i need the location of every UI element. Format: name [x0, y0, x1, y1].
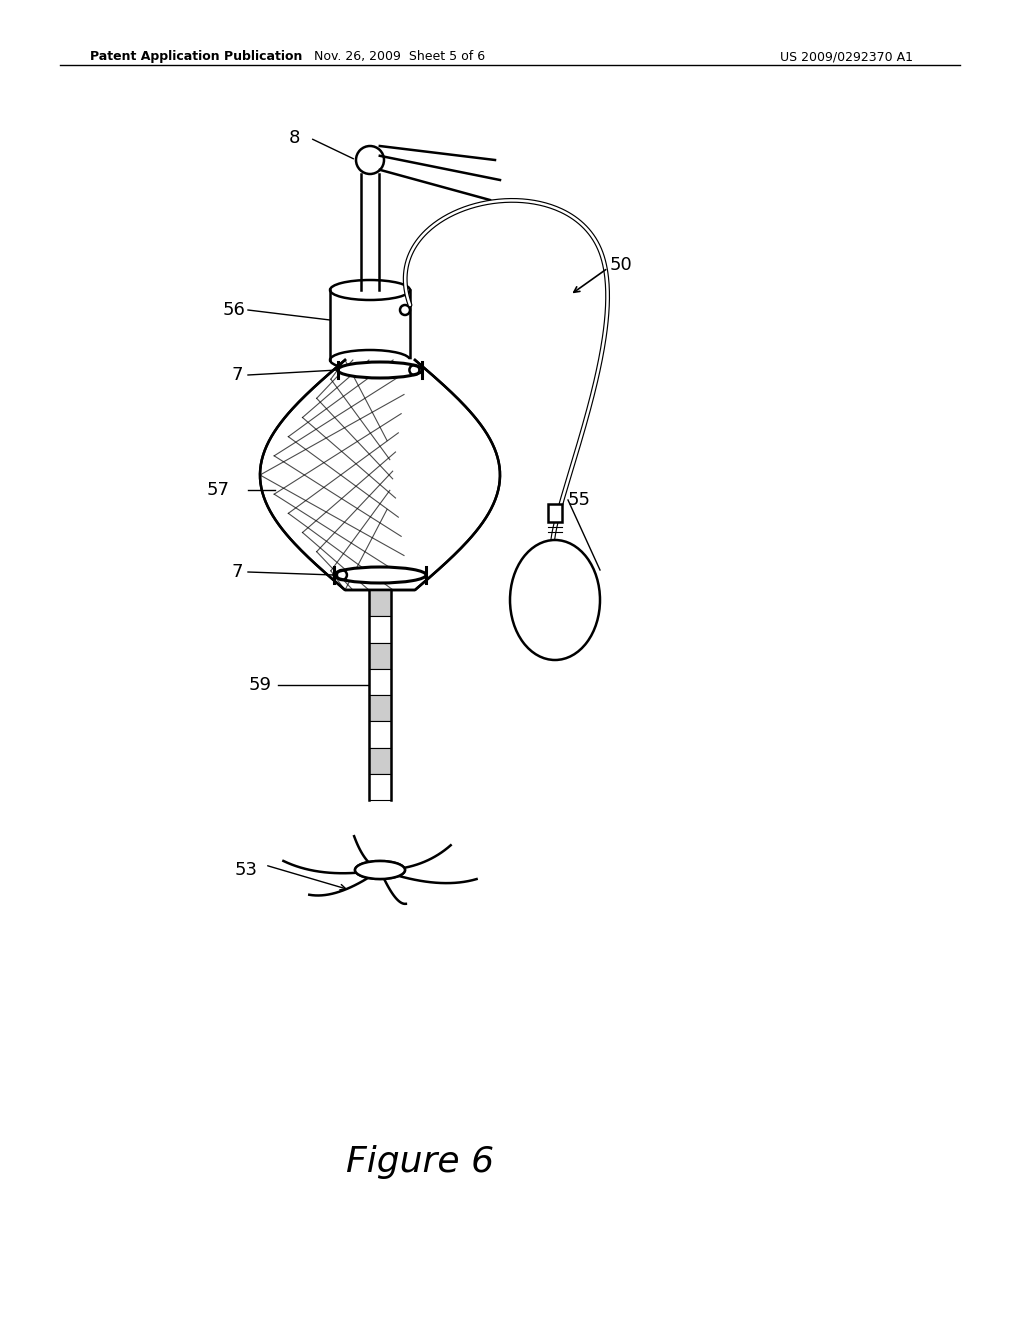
Ellipse shape [338, 362, 422, 378]
FancyBboxPatch shape [369, 696, 391, 721]
FancyBboxPatch shape [369, 774, 391, 800]
Ellipse shape [510, 540, 600, 660]
Text: Figure 6: Figure 6 [346, 1144, 494, 1179]
Text: 53: 53 [234, 861, 258, 879]
Ellipse shape [355, 861, 406, 879]
FancyBboxPatch shape [548, 504, 562, 521]
FancyBboxPatch shape [369, 721, 391, 747]
Text: Nov. 26, 2009  Sheet 5 of 6: Nov. 26, 2009 Sheet 5 of 6 [314, 50, 485, 63]
Text: US 2009/0292370 A1: US 2009/0292370 A1 [780, 50, 913, 63]
FancyBboxPatch shape [369, 747, 391, 774]
Text: 57: 57 [207, 480, 230, 499]
Ellipse shape [355, 861, 406, 879]
FancyBboxPatch shape [369, 590, 391, 616]
Text: Patent Application Publication: Patent Application Publication [90, 50, 302, 63]
FancyBboxPatch shape [369, 643, 391, 669]
Text: 8: 8 [289, 129, 300, 147]
Text: 50: 50 [610, 256, 633, 275]
Text: 59: 59 [249, 676, 272, 694]
Text: 7: 7 [231, 366, 243, 384]
Text: 55: 55 [568, 491, 591, 510]
FancyBboxPatch shape [369, 669, 391, 696]
Text: 56: 56 [222, 301, 245, 319]
Ellipse shape [334, 568, 426, 583]
Polygon shape [260, 360, 500, 590]
FancyBboxPatch shape [369, 616, 391, 643]
Text: 7: 7 [231, 564, 243, 581]
